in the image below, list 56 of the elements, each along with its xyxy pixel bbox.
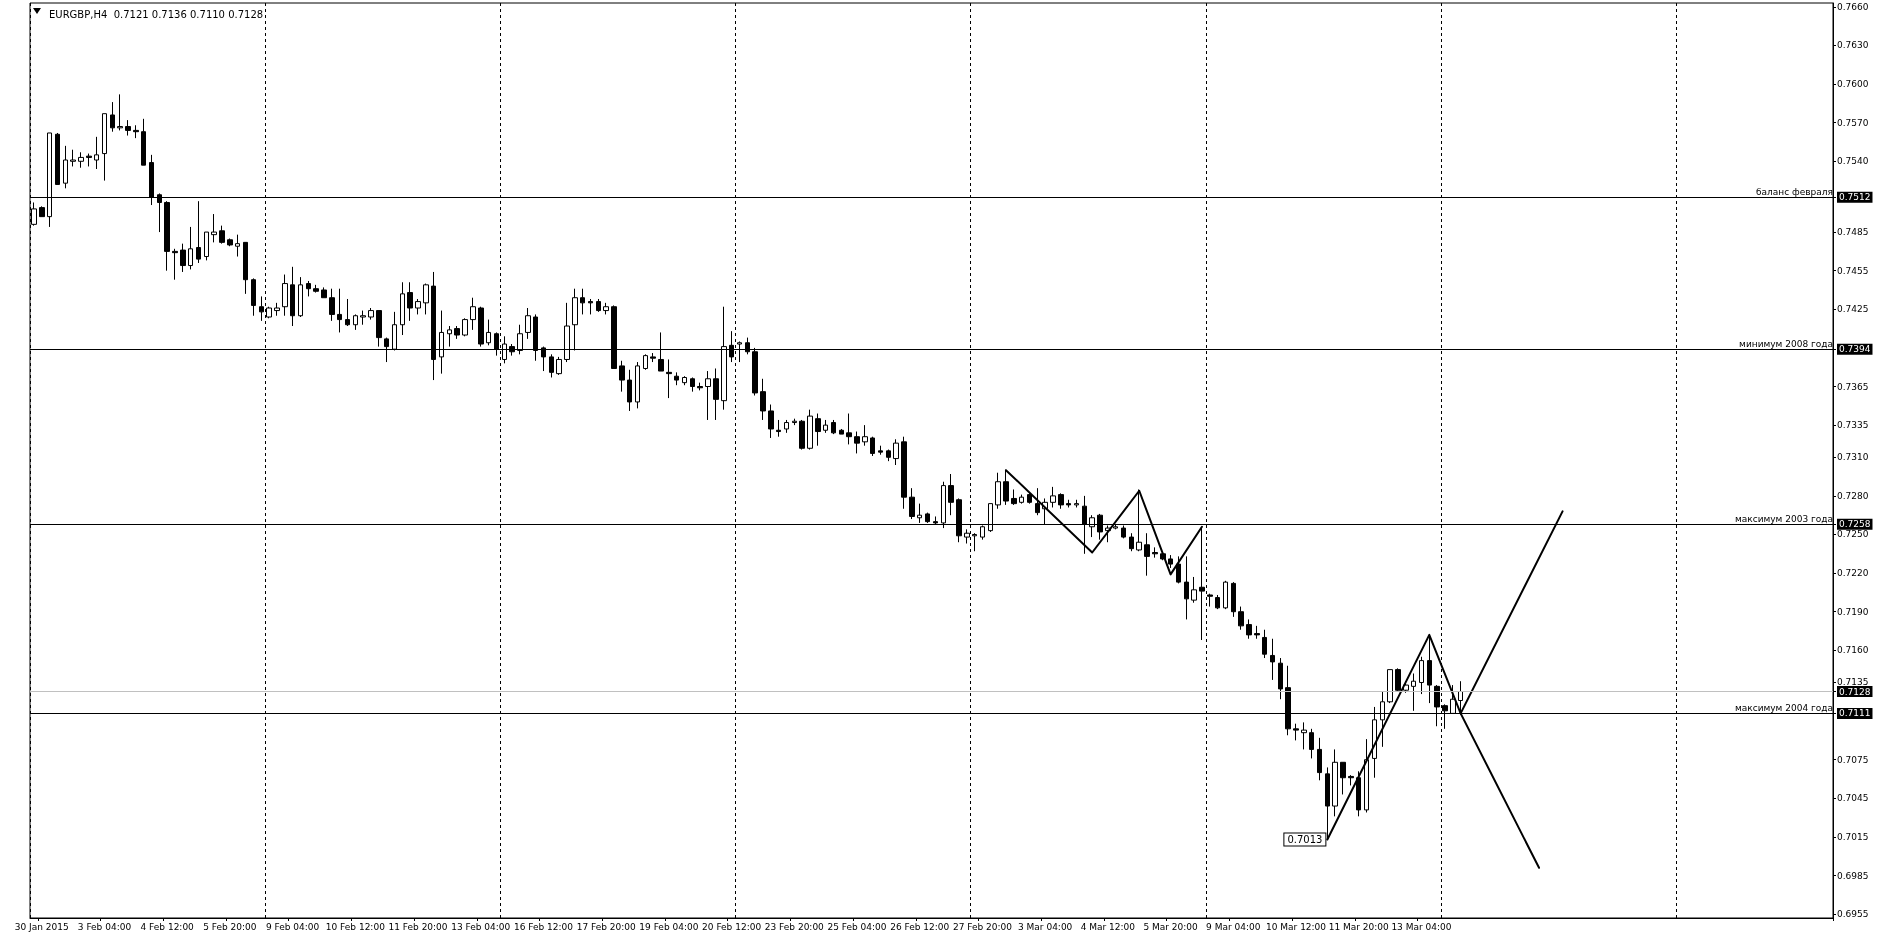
text: EURGBP,H4 0.7121 0.7136 0.7110 0.7128 (49, 8, 264, 20)
x-tick-label: 5 Feb 20:00 (203, 921, 257, 932)
y-tick-label: 0.7512 (1839, 192, 1871, 203)
y-tick-label: 0.7128 (1839, 686, 1871, 697)
x-tick-label: 4 Mar 12:00 (1080, 921, 1136, 932)
y-tick-label: 0.6985 (1837, 870, 1869, 881)
ref-line-label: максимум 2004 года (1734, 702, 1833, 713)
y-tick-label: 0.7258 (1839, 519, 1871, 530)
x-tick-label: 26 Feb 12:00 (890, 921, 950, 932)
y-tick-label: 0.7015 (1837, 831, 1869, 842)
x-tick-label: 27 Feb 20:00 (952, 921, 1013, 932)
y-tick-label: 0.7570 (1837, 117, 1869, 128)
x-tick-label: 10 Mar 12:00 (1265, 921, 1327, 932)
y-tick-label: 0.7600 (1837, 79, 1869, 90)
y-tick-label: 0.7660 (1837, 1, 1869, 12)
y-tick-label: 0.7540 (1837, 156, 1869, 167)
x-tick-label: 16 Feb 12:00 (513, 921, 574, 932)
x-tick-label: 9 Mar 04:00 (1206, 921, 1261, 932)
y-tick-label: 0.7220 (1837, 568, 1869, 579)
y-tick-label: 0.7111 (1839, 708, 1871, 719)
y-tick-label: 0.7335 (1837, 420, 1869, 431)
x-tick-label: 19 Feb 04:00 (639, 921, 699, 932)
y-tick-label: 0.6955 (1837, 909, 1869, 920)
x-tick-label: 11 Mar 20:00 (1328, 921, 1390, 932)
x-tick-label: 5 Mar 20:00 (1143, 921, 1199, 932)
x-tick-label: 23 Feb 20:00 (764, 921, 825, 932)
x-tick-label: 30 Jan 2015 (14, 921, 69, 932)
ref-line-label: баланс февраля (1756, 186, 1833, 197)
y-tick-label: 0.7135 (1837, 677, 1869, 688)
x-tick-label: 13 Feb 04:00 (451, 921, 511, 932)
y-tick-label: 0.7455 (1837, 265, 1869, 276)
x-tick-label: 13 Mar 04:00 (1391, 921, 1452, 932)
x-tick-label: 11 Feb 20:00 (388, 921, 448, 932)
y-tick-label: 0.7075 (1837, 754, 1869, 765)
y-tick-label: 0.7190 (1837, 606, 1869, 617)
x-tick-label: 9 Feb 04:00 (265, 921, 320, 932)
x-tick-label: 3 Mar 04:00 (1017, 921, 1073, 932)
x-tick-label: 10 Feb 12:00 (325, 921, 386, 932)
y-tick-label: 0.7485 (1837, 227, 1869, 238)
y-tick-label: 0.7045 (1837, 793, 1869, 804)
x-tick-label: 20 Feb 12:00 (702, 921, 762, 932)
annotation: 0.7013 (1287, 834, 1323, 845)
ref-line-label: максимум 2003 года (1734, 513, 1833, 524)
y-tick-label: 0.7394 (1839, 344, 1871, 355)
y-tick-label: 0.7310 (1837, 452, 1869, 463)
x-tick-label: 17 Feb 20:00 (576, 921, 636, 932)
y-tick-label: 0.7425 (1837, 304, 1869, 315)
y-tick-label: 0.7280 (1837, 490, 1869, 501)
y-tick-label: 0.7630 (1837, 40, 1869, 51)
y-tick-label: 0.7250 (1837, 529, 1869, 540)
x-tick-label: 3 Feb 04:00 (77, 921, 132, 932)
y-tick-label: 0.7365 (1837, 381, 1869, 392)
x-tick-label: 25 Feb 04:00 (827, 921, 887, 932)
ref-line-label: минимум 2008 года (1739, 338, 1833, 349)
y-tick-label: 0.7160 (1837, 645, 1869, 656)
x-tick-label: 4 Feb 12:00 (140, 921, 195, 932)
